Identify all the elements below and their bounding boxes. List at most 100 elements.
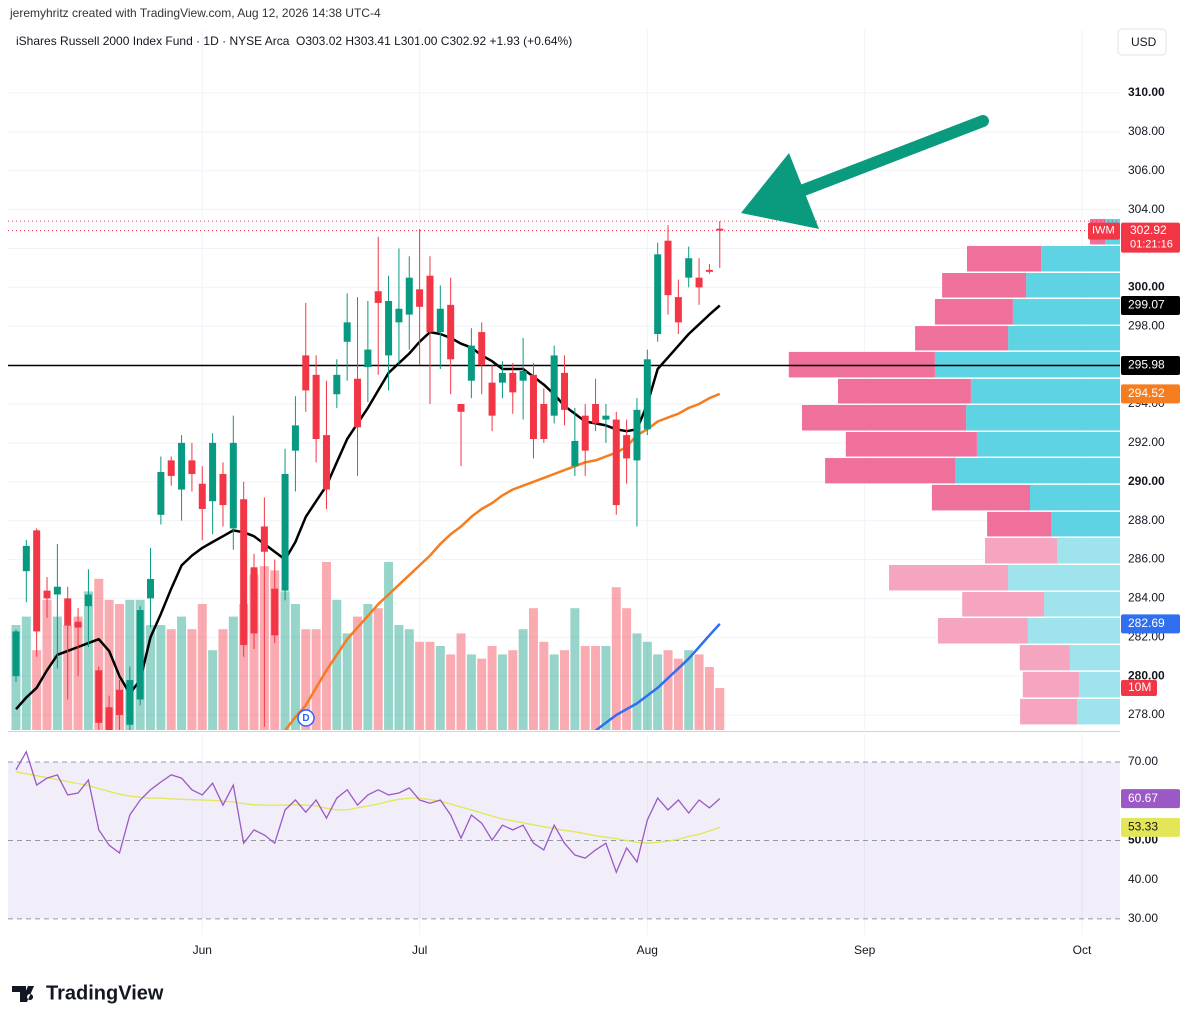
- volume-bar: [114, 604, 124, 730]
- symbol-tag-bg: [1088, 222, 1120, 240]
- profile-up: [1057, 537, 1120, 564]
- profile-up: [976, 431, 1120, 457]
- currency-box[interactable]: [1117, 28, 1167, 56]
- profile-up: [1044, 591, 1120, 617]
- candle-body: [312, 374, 320, 439]
- volume-bar: [321, 562, 331, 730]
- x-tick-label: Oct: [1073, 943, 1092, 957]
- profile-up: [1077, 698, 1120, 725]
- volume-bar: [580, 646, 590, 730]
- moving-average: [594, 623, 721, 730]
- currency[interactable]: USD: [1131, 35, 1157, 49]
- volume-bar: [104, 599, 114, 730]
- volume-bar: [497, 654, 507, 730]
- candle-body: [188, 460, 196, 474]
- volume-bar: [611, 587, 621, 730]
- volume-bar: [673, 658, 683, 730]
- volume-bar: [694, 654, 704, 730]
- volume-bar: [715, 688, 725, 730]
- candle-body: [467, 345, 475, 381]
- logo-icon: [12, 986, 34, 1002]
- candle-body: [126, 680, 134, 725]
- profile-down: [889, 564, 1009, 591]
- candle-body: [447, 304, 455, 360]
- y-tick-label: 280.00: [1128, 668, 1165, 682]
- volume-bar: [570, 608, 580, 730]
- volume-bar: [663, 650, 673, 730]
- dividend-circle[interactable]: [297, 709, 315, 727]
- volume-bar: [622, 608, 632, 730]
- candle-body: [333, 374, 341, 395]
- rsi-tag-bg: [1121, 789, 1180, 809]
- profile-up: [1051, 511, 1120, 537]
- profile-down: [987, 511, 1051, 537]
- footer-logo: TradingView: [12, 982, 164, 1004]
- volume-bar: [363, 604, 373, 730]
- volume-bar: [528, 608, 538, 730]
- dividend-marker[interactable]: D: [297, 709, 315, 727]
- volume-bar: [125, 599, 135, 730]
- candle-body: [374, 291, 382, 303]
- candle-body: [416, 289, 424, 307]
- y-tick-label: 304.00: [1128, 202, 1165, 216]
- profile-up: [955, 458, 1120, 484]
- rsi-tag: 60.67: [1128, 791, 1158, 805]
- profile-down: [788, 351, 935, 378]
- profile-up: [1027, 618, 1120, 644]
- candle-body: [178, 442, 186, 490]
- candle-body: [623, 435, 631, 459]
- last-price-tag: 302.92: [1130, 223, 1167, 237]
- countdown: 01:21:16: [1130, 239, 1173, 251]
- dividend-label[interactable]: D: [302, 713, 309, 724]
- volume-bar: [249, 574, 259, 730]
- candle-body: [260, 526, 268, 552]
- candle-body: [540, 404, 548, 439]
- volume-bar: [83, 591, 93, 730]
- x-tick-label: Jun: [193, 943, 212, 957]
- ma-tag: 299.07: [1128, 298, 1165, 312]
- volume-bar: [435, 646, 445, 730]
- candle-body: [581, 415, 589, 451]
- profile-up: [1008, 564, 1120, 591]
- candle-body: [105, 707, 113, 730]
- y-tick-label: 290.00: [1128, 474, 1165, 488]
- volume-bar: [642, 641, 652, 730]
- profile-up: [1041, 245, 1120, 272]
- rsi-ma-tag: 53.33: [1128, 820, 1158, 834]
- ohlc-legend: O303.02 H303.41 L301.00 C302.92 +1.93 (+…: [296, 34, 572, 48]
- profile-up: [1008, 326, 1120, 351]
- volume-bar: [653, 654, 663, 730]
- candle-body: [343, 322, 351, 342]
- rsi-ma: [15, 771, 721, 844]
- volume-bar: [415, 641, 425, 730]
- rsi-tick-label: 40.00: [1128, 872, 1158, 886]
- candle-body: [602, 415, 610, 420]
- profile-down: [934, 299, 1013, 325]
- y-tick-label: 306.00: [1128, 163, 1165, 177]
- candle-body: [571, 440, 579, 467]
- candle-body: [674, 297, 682, 323]
- x-tick-label: Aug: [637, 943, 658, 957]
- ma-tag-bg: [1121, 295, 1180, 315]
- volume-bar: [32, 650, 42, 730]
- candle-body: [354, 378, 362, 428]
- candle-body: [478, 332, 486, 366]
- level-tag: 295.98: [1128, 358, 1165, 372]
- y-tick-label: 300.00: [1128, 280, 1165, 294]
- profile-down: [985, 537, 1057, 564]
- candle-body: [115, 689, 123, 716]
- arrow-shaft: [782, 115, 989, 202]
- price-pane: [8, 30, 1120, 730]
- candle-body: [322, 435, 330, 490]
- candle-body: [250, 567, 258, 634]
- attribution: jeremyhritz created with TradingView.com…: [9, 6, 381, 20]
- volume-bar: [21, 616, 31, 730]
- profile-down: [845, 431, 977, 457]
- candle-body: [74, 621, 82, 628]
- y-tick-label: 308.00: [1128, 124, 1165, 138]
- y-tick-label: 288.00: [1128, 513, 1165, 527]
- y-tick-label: 292.00: [1128, 435, 1165, 449]
- profile-up: [966, 404, 1120, 431]
- volume-bar: [373, 608, 383, 730]
- ma-tag: 294.52: [1128, 386, 1165, 400]
